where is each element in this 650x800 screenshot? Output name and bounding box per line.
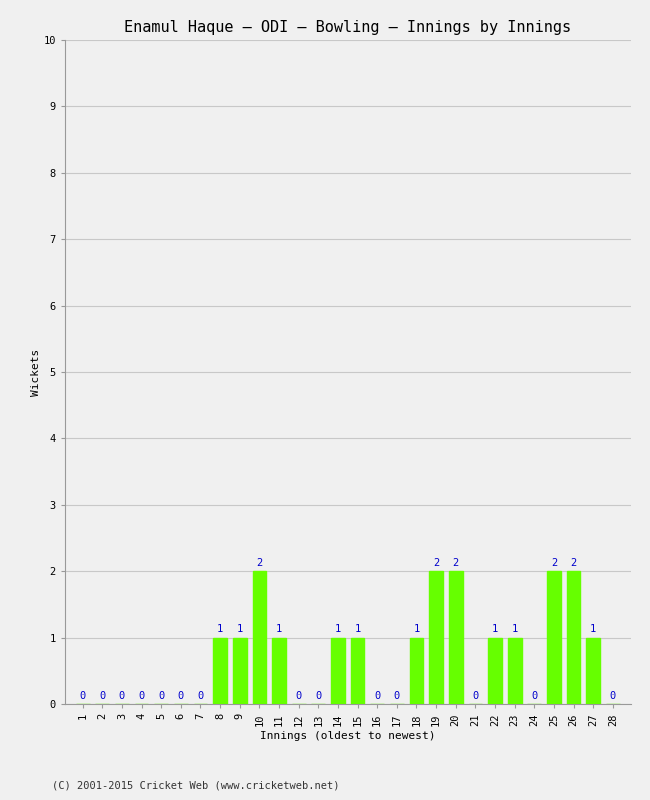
Text: 0: 0 bbox=[610, 690, 616, 701]
Text: 0: 0 bbox=[79, 690, 86, 701]
Text: 0: 0 bbox=[296, 690, 302, 701]
Text: 2: 2 bbox=[433, 558, 439, 568]
Bar bbox=[233, 638, 246, 704]
Text: 1: 1 bbox=[492, 624, 498, 634]
Text: 0: 0 bbox=[394, 690, 400, 701]
Text: 0: 0 bbox=[119, 690, 125, 701]
Text: 1: 1 bbox=[512, 624, 518, 634]
Bar bbox=[331, 638, 345, 704]
Text: 1: 1 bbox=[354, 624, 361, 634]
Text: 1: 1 bbox=[413, 624, 420, 634]
Text: 0: 0 bbox=[315, 690, 321, 701]
Bar bbox=[410, 638, 423, 704]
Text: 2: 2 bbox=[571, 558, 577, 568]
Text: 0: 0 bbox=[531, 690, 538, 701]
Text: 1: 1 bbox=[237, 624, 243, 634]
Text: 2: 2 bbox=[452, 558, 459, 568]
Text: 1: 1 bbox=[590, 624, 596, 634]
Bar bbox=[429, 571, 443, 704]
Bar bbox=[252, 571, 266, 704]
Text: 0: 0 bbox=[198, 690, 203, 701]
Bar bbox=[567, 571, 580, 704]
Text: 1: 1 bbox=[276, 624, 282, 634]
Y-axis label: Wickets: Wickets bbox=[31, 348, 41, 396]
Text: 2: 2 bbox=[256, 558, 263, 568]
Text: 0: 0 bbox=[177, 690, 184, 701]
Text: 1: 1 bbox=[335, 624, 341, 634]
Bar bbox=[547, 571, 561, 704]
Text: 0: 0 bbox=[158, 690, 164, 701]
Bar bbox=[449, 571, 463, 704]
Text: 0: 0 bbox=[374, 690, 380, 701]
Text: 2: 2 bbox=[551, 558, 557, 568]
Text: 1: 1 bbox=[217, 624, 223, 634]
Bar bbox=[351, 638, 365, 704]
X-axis label: Innings (oldest to newest): Innings (oldest to newest) bbox=[260, 731, 436, 741]
Text: (C) 2001-2015 Cricket Web (www.cricketweb.net): (C) 2001-2015 Cricket Web (www.cricketwe… bbox=[52, 781, 339, 790]
Bar bbox=[586, 638, 600, 704]
Text: 0: 0 bbox=[99, 690, 105, 701]
Text: 0: 0 bbox=[473, 690, 478, 701]
Bar bbox=[272, 638, 286, 704]
Bar bbox=[508, 638, 521, 704]
Bar bbox=[488, 638, 502, 704]
Title: Enamul Haque – ODI – Bowling – Innings by Innings: Enamul Haque – ODI – Bowling – Innings b… bbox=[124, 20, 571, 34]
Text: 0: 0 bbox=[138, 690, 145, 701]
Bar bbox=[213, 638, 227, 704]
